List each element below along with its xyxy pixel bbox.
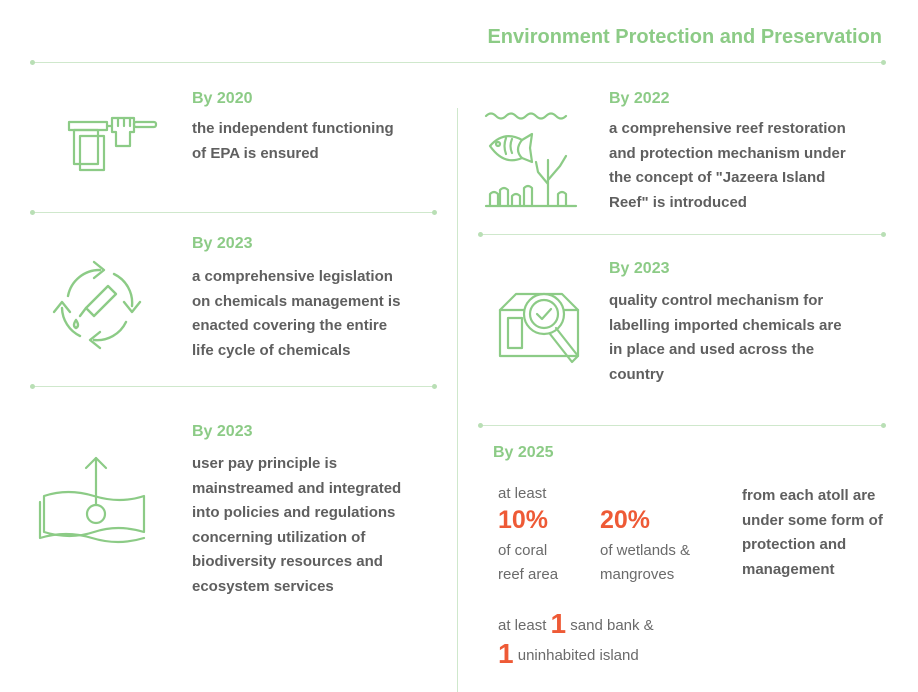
stat-prefix: at least <box>498 485 547 502</box>
description-line: of EPA is ensured <box>192 144 319 162</box>
wetlands-stat: 20% of wetlands & mangroves <box>600 506 690 587</box>
description-line: enacted covering the entire <box>192 317 388 334</box>
stat-label: sand bank & <box>570 617 654 634</box>
description-line: from each atoll are <box>742 487 876 504</box>
target-year-2023: By 2023 <box>609 260 670 277</box>
page-title: Environment Protection and Preservation <box>487 26 882 48</box>
money-upload-icon <box>38 452 150 548</box>
target-year-2023: By 2023 <box>192 235 253 252</box>
target-year-2020: By 2020 <box>192 90 253 107</box>
stat-value: 10% <box>498 506 549 534</box>
stat-value: 1 <box>498 638 514 669</box>
description-line: ecosystem services <box>192 577 334 595</box>
title-divider <box>30 59 886 65</box>
description-line: life cycle of chemicals <box>192 341 351 359</box>
target-description: the independent functioning of EPA is en… <box>192 117 394 166</box>
stat-value: 1 <box>550 608 567 639</box>
target-description: a comprehensive reef restoration and pro… <box>609 117 846 215</box>
description-line: concerning utilization of <box>192 528 366 546</box>
stat-label: uninhabited island <box>517 647 639 664</box>
stat-label-line: reef area <box>498 566 559 583</box>
target-year-2022: By 2022 <box>609 90 670 107</box>
description-line: mainstreamed and integrated <box>192 479 402 497</box>
description-line: Reef" is introduced <box>609 193 747 211</box>
description-line: quality control mechanism for <box>609 292 824 309</box>
target-year-2025: By 2025 <box>493 444 554 461</box>
target-year-2023: By 2023 <box>192 423 253 440</box>
description-line: in place and used across the <box>609 341 815 358</box>
coral-reef-stat: at least 10% of coral reef area <box>498 482 558 587</box>
island-stat: 1 uninhabited island <box>498 640 639 668</box>
description-line: a comprehensive legislation <box>192 268 393 285</box>
left-divider-2 <box>30 383 437 389</box>
atoll-protection-text: from each atoll are under some form of p… <box>742 484 883 582</box>
right-divider-2 <box>478 422 886 428</box>
description-line: under some form of <box>742 511 883 529</box>
target-description: a comprehensive legislation on chemicals… <box>192 265 400 363</box>
stat-value: 20% <box>600 506 651 534</box>
description-line: the concept of "Jazeera Island <box>609 169 826 186</box>
center-divider <box>457 108 458 692</box>
chemical-recycle-icon <box>50 256 146 352</box>
stat-label-line: of wetlands & <box>600 542 691 559</box>
description-line: on chemicals management is <box>192 292 401 310</box>
description-line: country <box>609 365 665 383</box>
box-magnifier-check-icon <box>496 282 588 374</box>
description-line: user pay principle is <box>192 455 338 472</box>
target-description: user pay principle is mainstreamed and i… <box>192 452 401 599</box>
description-line: into policies and regulations <box>192 504 396 521</box>
description-line: the independent functioning <box>192 120 394 137</box>
stat-label-line: of coral <box>498 542 548 559</box>
stat-label-line: mangroves <box>600 566 675 583</box>
description-line: biodiversity resources and <box>192 553 383 570</box>
right-divider-1 <box>478 231 886 237</box>
reef-fish-icon <box>484 110 578 210</box>
description-line: a comprehensive reef restoration <box>609 120 846 137</box>
left-divider-1 <box>30 209 437 215</box>
description-line: protection and <box>742 536 847 553</box>
stat-prefix: at least <box>498 617 547 634</box>
description-line: management <box>742 560 835 578</box>
sandbank-stat: at least 1 sand bank & <box>498 610 654 638</box>
target-description: quality control mechanism for labelling … <box>609 289 842 387</box>
description-line: and protection mechanism under <box>609 144 846 162</box>
document-holding-hand-icon <box>66 112 160 174</box>
description-line: labelling imported chemicals are <box>609 316 842 334</box>
